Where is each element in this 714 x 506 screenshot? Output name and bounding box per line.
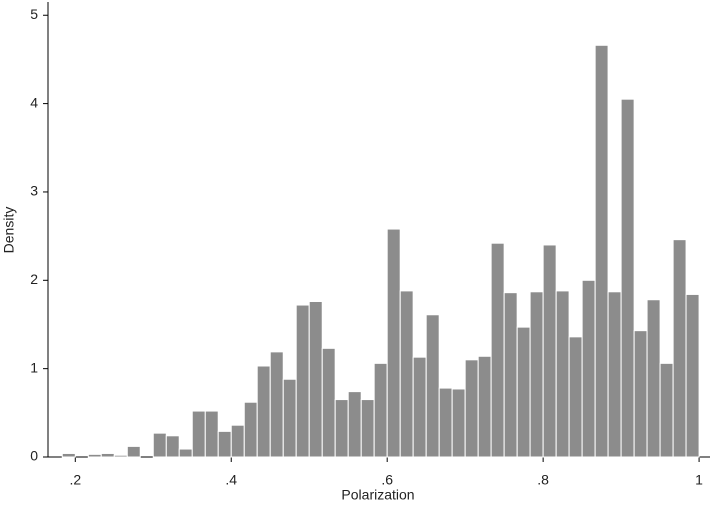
bar: [646, 299, 661, 458]
bar: [87, 453, 102, 458]
bar: [412, 356, 427, 458]
bar: [451, 388, 466, 458]
bar: [607, 291, 622, 458]
bar: [178, 448, 193, 458]
bar: [165, 435, 180, 458]
bar: [581, 279, 596, 458]
bar: [269, 351, 284, 458]
bar: [191, 410, 206, 458]
x-tick-label: .4: [225, 472, 237, 488]
bar: [529, 291, 544, 458]
bar: [113, 454, 128, 458]
y-tick-label: 4: [30, 94, 38, 110]
x-tick-label: .8: [537, 472, 549, 488]
bar: [672, 239, 687, 458]
bar: [308, 301, 323, 458]
bar: [386, 228, 401, 458]
bar: [685, 293, 700, 458]
bar: [256, 365, 271, 458]
y-tick-label: 2: [30, 271, 38, 287]
bar: [100, 452, 115, 458]
bar: [126, 445, 141, 458]
bar: [321, 347, 336, 458]
bar: [152, 432, 167, 458]
bar: [464, 359, 479, 458]
bar: [620, 98, 635, 458]
bar: [659, 362, 674, 458]
bar: [295, 304, 310, 458]
bar: [425, 314, 440, 458]
y-tick-label: 3: [30, 183, 38, 199]
y-tick-label: 5: [30, 6, 38, 22]
y-tick-label: 1: [30, 359, 38, 375]
bar: [217, 430, 232, 458]
bar: [347, 391, 362, 458]
bar: [503, 292, 518, 458]
bar: [282, 378, 297, 458]
y-axis-title: Density: [1, 207, 17, 254]
bar: [243, 401, 258, 458]
bar: [477, 355, 492, 458]
x-tick-label: .2: [69, 472, 81, 488]
bar: [230, 424, 245, 458]
y-tick-label: 0: [30, 448, 38, 464]
bar: [555, 290, 570, 458]
bar: [360, 399, 375, 458]
bar: [633, 330, 648, 458]
bar: [61, 452, 76, 458]
x-axis-title: Polarization: [341, 487, 414, 503]
bar: [594, 44, 609, 458]
bar: [568, 336, 583, 458]
bar: [438, 387, 453, 458]
bar: [516, 326, 531, 458]
bar: [373, 362, 388, 458]
x-tick-label: .6: [381, 472, 393, 488]
x-tick-label: 1: [695, 472, 703, 488]
bar: [490, 242, 505, 458]
bar: [204, 410, 219, 458]
bar: [334, 399, 349, 458]
bar: [542, 244, 557, 458]
bar: [399, 290, 414, 458]
